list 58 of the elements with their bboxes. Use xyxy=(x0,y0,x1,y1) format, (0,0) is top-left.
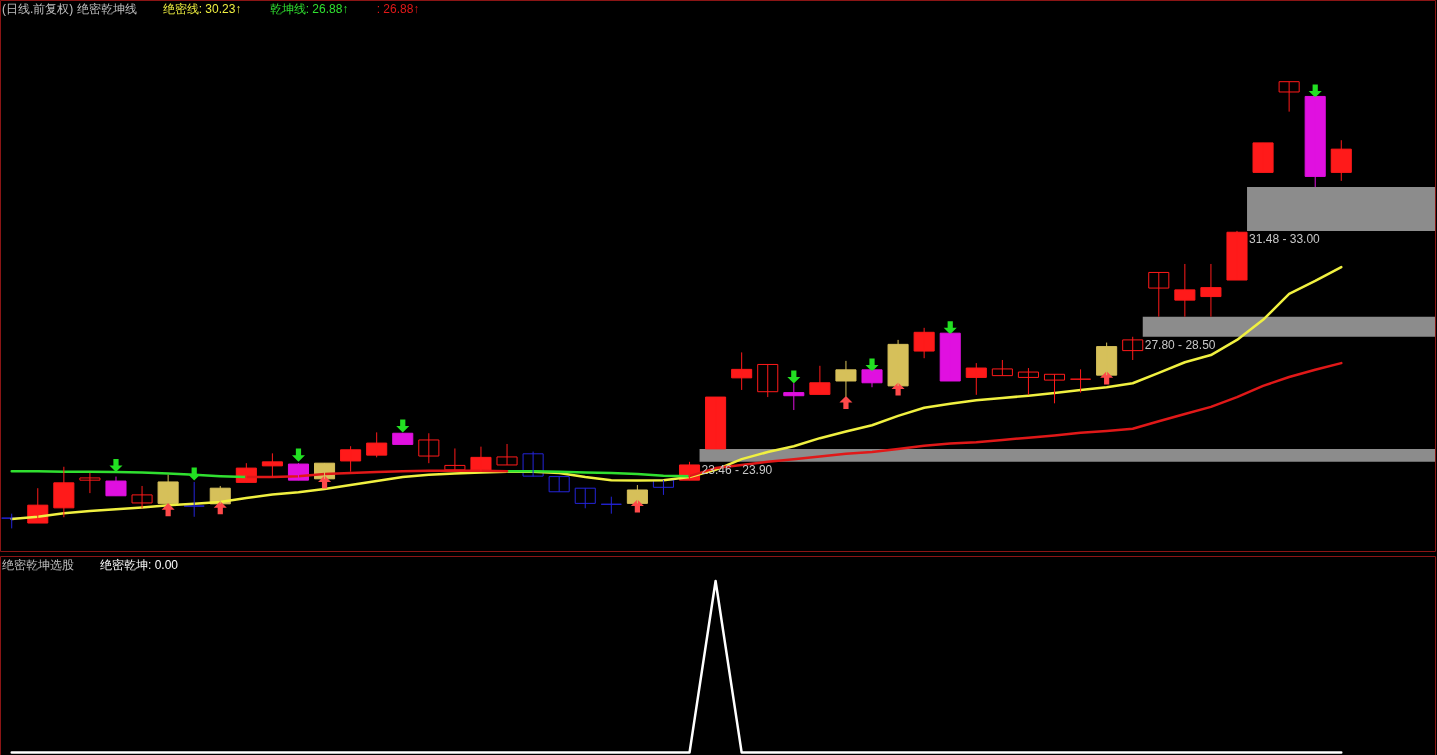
text: 乾坤线: 26.88↑ xyxy=(269,2,349,16)
text: : 26.88↑ xyxy=(376,2,420,16)
candlestick xyxy=(444,447,466,471)
candlestick xyxy=(1070,368,1092,394)
chart-title: (日线.前复权) 绝密乾坤线 xyxy=(2,2,137,16)
candlestick xyxy=(340,445,362,473)
point xyxy=(865,358,879,372)
candlestick xyxy=(366,431,388,458)
point xyxy=(943,321,957,335)
candlestick xyxy=(1017,367,1039,396)
candlestick xyxy=(105,476,127,497)
candlestick xyxy=(157,474,179,504)
point xyxy=(161,503,175,517)
point xyxy=(787,370,801,384)
candlestick xyxy=(392,432,414,445)
candlestick xyxy=(991,359,1013,377)
band-label: 27.80 - 28.50 xyxy=(1144,337,1216,352)
candlestick xyxy=(913,327,935,359)
candlestick xyxy=(1200,263,1222,318)
point xyxy=(891,382,905,396)
point xyxy=(291,448,305,462)
point xyxy=(630,499,644,513)
candlestick xyxy=(53,466,75,518)
candlestick xyxy=(522,451,544,478)
candlestick xyxy=(548,476,570,493)
candlestick xyxy=(1330,139,1352,182)
point xyxy=(187,467,201,481)
candlestick xyxy=(1226,230,1248,281)
candlestick xyxy=(131,485,153,509)
candlestick xyxy=(1278,81,1300,113)
candlestick xyxy=(1252,142,1274,173)
point xyxy=(1100,371,1114,385)
candlestick xyxy=(1148,271,1170,318)
point xyxy=(839,395,853,409)
candlestick xyxy=(965,362,987,396)
chart-title: 绝密乾坤选股 xyxy=(2,558,74,572)
candlestick xyxy=(261,452,283,478)
point xyxy=(318,475,332,489)
candlestick xyxy=(1174,263,1196,318)
point xyxy=(1308,84,1322,98)
point xyxy=(396,419,410,433)
candlestick xyxy=(1122,336,1144,361)
candlestick xyxy=(574,487,596,509)
candlestick xyxy=(757,363,779,398)
point xyxy=(213,501,227,515)
candlestick xyxy=(600,496,622,515)
candlestick xyxy=(79,472,101,494)
candlestick xyxy=(418,432,440,464)
text: 绝密线: 30.23↑ xyxy=(162,2,242,16)
candlestick xyxy=(809,365,831,395)
text: 绝密乾坤: 0.00 xyxy=(100,558,179,572)
candlestick xyxy=(731,351,753,391)
candlestick xyxy=(1043,373,1066,404)
point xyxy=(109,458,123,472)
candlestick xyxy=(496,443,518,466)
band-label: 31.48 - 33.00 xyxy=(1249,231,1321,246)
candlestick xyxy=(705,396,727,450)
candlestick xyxy=(183,481,205,518)
